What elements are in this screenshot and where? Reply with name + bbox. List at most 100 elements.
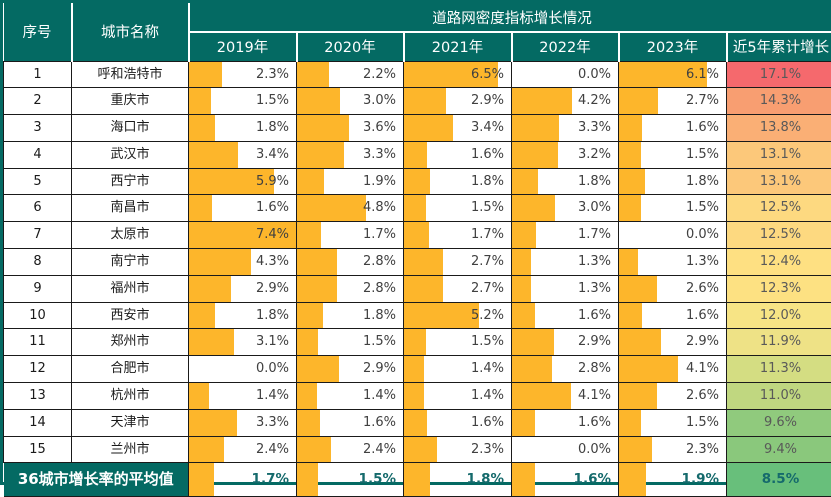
- cumulative-value: 14.3%: [760, 93, 801, 108]
- growth-cell: 1.3%: [619, 249, 727, 276]
- growth-value: 4.3%: [189, 249, 296, 275]
- growth-value: 1.6%: [512, 463, 618, 496]
- row-no: 13: [4, 383, 72, 410]
- table-row: 13 杭州市 1.4% 1.4% 1.4% 4.1% 2.6% 11.0%: [4, 383, 831, 410]
- table-header: 序号 城市名称 道路网密度指标增长情况 2019年 2020年 2021年 20…: [4, 3, 831, 61]
- growth-cell: 4.2%: [512, 88, 619, 115]
- table-row: 6 南昌市 1.6% 4.8% 1.5% 3.0% 1.5% 12.5%: [4, 195, 831, 222]
- cumulative-cell: 11.9%: [727, 329, 831, 356]
- table-row: 1 呼和浩特市 2.3% 2.2% 6.5% 0.0% 6.1% 17.1%: [4, 61, 831, 88]
- growth-cell: 2.9%: [404, 88, 512, 115]
- table-row: 2 重庆市 1.5% 3.0% 2.9% 4.2% 2.7% 14.3%: [4, 88, 831, 115]
- growth-value: 2.8%: [297, 276, 403, 302]
- cumulative-cell: 12.5%: [727, 222, 831, 249]
- growth-value: 1.8%: [297, 303, 403, 329]
- growth-value: 1.8%: [512, 169, 618, 195]
- growth-cell: 2.3%: [619, 436, 727, 463]
- cumulative-cell: 12.4%: [727, 249, 831, 276]
- growth-value: 3.0%: [297, 88, 403, 114]
- growth-value: 2.7%: [619, 88, 726, 114]
- growth-value: 4.8%: [297, 195, 403, 221]
- growth-cell: 1.7%: [512, 222, 619, 249]
- growth-value: 4.2%: [512, 88, 618, 114]
- growth-value: 2.4%: [189, 437, 296, 463]
- growth-value: 6.1%: [619, 62, 726, 88]
- growth-value: 2.7%: [404, 276, 511, 302]
- growth-cell: 1.8%: [404, 168, 512, 195]
- growth-value: 1.6%: [619, 303, 726, 329]
- row-no: 2: [4, 88, 72, 115]
- table-footer: 36城市增长率的平均值 1.7% 1.5% 1.8% 1.6% 1.9% 8.5…: [4, 463, 831, 497]
- growth-cell: 1.6%: [619, 302, 727, 329]
- density-growth-table-container: 序号 城市名称 道路网密度指标增长情况 2019年 2020年 2021年 20…: [0, 0, 831, 485]
- cumulative-cell: 12.3%: [727, 275, 831, 302]
- cumulative-value: 8.5%: [762, 471, 799, 487]
- growth-cell: 1.5%: [189, 88, 297, 115]
- growth-cell: 2.3%: [189, 61, 297, 88]
- cumulative-value: 17.1%: [760, 67, 801, 82]
- growth-cell: 1.5%: [404, 195, 512, 222]
- city-name: 郑州市: [72, 329, 189, 356]
- city-name: 太原市: [72, 222, 189, 249]
- growth-value: 1.4%: [189, 383, 296, 409]
- footer-row: 36城市增长率的平均值 1.7% 1.5% 1.8% 1.6% 1.9% 8.5…: [4, 463, 831, 497]
- city-name: 海口市: [72, 115, 189, 142]
- cumulative-cell: 17.1%: [727, 61, 831, 88]
- cumulative-cell: 11.0%: [727, 383, 831, 410]
- growth-value: 1.8%: [189, 115, 296, 141]
- growth-value: 1.5%: [404, 195, 511, 221]
- cumulative-value: 11.9%: [760, 334, 801, 349]
- growth-cell: 3.1%: [189, 329, 297, 356]
- growth-value: 1.5%: [619, 410, 726, 436]
- growth-cell: 1.5%: [404, 329, 512, 356]
- header-year-2020: 2020年: [297, 32, 404, 61]
- growth-cell: 1.3%: [512, 249, 619, 276]
- growth-cell: 1.8%: [512, 168, 619, 195]
- growth-cell: 1.6%: [512, 463, 619, 497]
- growth-value: 1.8%: [619, 169, 726, 195]
- city-name: 兰州市: [72, 436, 189, 463]
- growth-cell: 2.9%: [189, 275, 297, 302]
- row-no: 15: [4, 436, 72, 463]
- cumulative-value: 12.4%: [760, 254, 801, 269]
- growth-value: 3.6%: [297, 115, 403, 141]
- row-no: 3: [4, 115, 72, 142]
- growth-cell: 6.1%: [619, 61, 727, 88]
- growth-value: 2.9%: [297, 356, 403, 382]
- city-name: 呼和浩特市: [72, 61, 189, 88]
- growth-cell: 4.3%: [189, 249, 297, 276]
- growth-value: 1.6%: [297, 410, 403, 436]
- growth-cell: 3.4%: [189, 141, 297, 168]
- city-name: 福州市: [72, 275, 189, 302]
- growth-value: 2.6%: [619, 383, 726, 409]
- cumulative-value: 11.3%: [760, 361, 801, 376]
- growth-cell: 1.6%: [619, 115, 727, 142]
- cumulative-cell: 13.1%: [727, 141, 831, 168]
- row-no: 7: [4, 222, 72, 249]
- growth-cell: 1.9%: [619, 463, 727, 497]
- growth-value: 1.6%: [619, 115, 726, 141]
- growth-cell: 1.6%: [512, 302, 619, 329]
- growth-cell: 1.6%: [404, 141, 512, 168]
- growth-cell: 3.6%: [297, 115, 404, 142]
- table-row: 14 天津市 3.3% 1.6% 1.6% 1.6% 1.5% 9.6%: [4, 409, 831, 436]
- row-no: 12: [4, 356, 72, 383]
- growth-cell: 3.2%: [512, 141, 619, 168]
- growth-value: 2.7%: [404, 249, 511, 275]
- cumulative-cell: 9.6%: [727, 409, 831, 436]
- growth-cell: 1.7%: [404, 222, 512, 249]
- growth-value: 2.8%: [512, 356, 618, 382]
- growth-value: 3.2%: [512, 142, 618, 168]
- growth-value: 5.2%: [404, 303, 511, 329]
- city-name: 南昌市: [72, 195, 189, 222]
- growth-value: 1.6%: [189, 195, 296, 221]
- growth-cell: 1.7%: [297, 222, 404, 249]
- growth-cell: 2.9%: [619, 329, 727, 356]
- growth-value: 1.3%: [512, 249, 618, 275]
- growth-cell: 1.6%: [512, 409, 619, 436]
- growth-value: 1.5%: [619, 195, 726, 221]
- growth-cell: 1.5%: [619, 409, 727, 436]
- row-no: 4: [4, 141, 72, 168]
- city-name: 重庆市: [72, 88, 189, 115]
- cumulative-value: 9.6%: [764, 415, 797, 430]
